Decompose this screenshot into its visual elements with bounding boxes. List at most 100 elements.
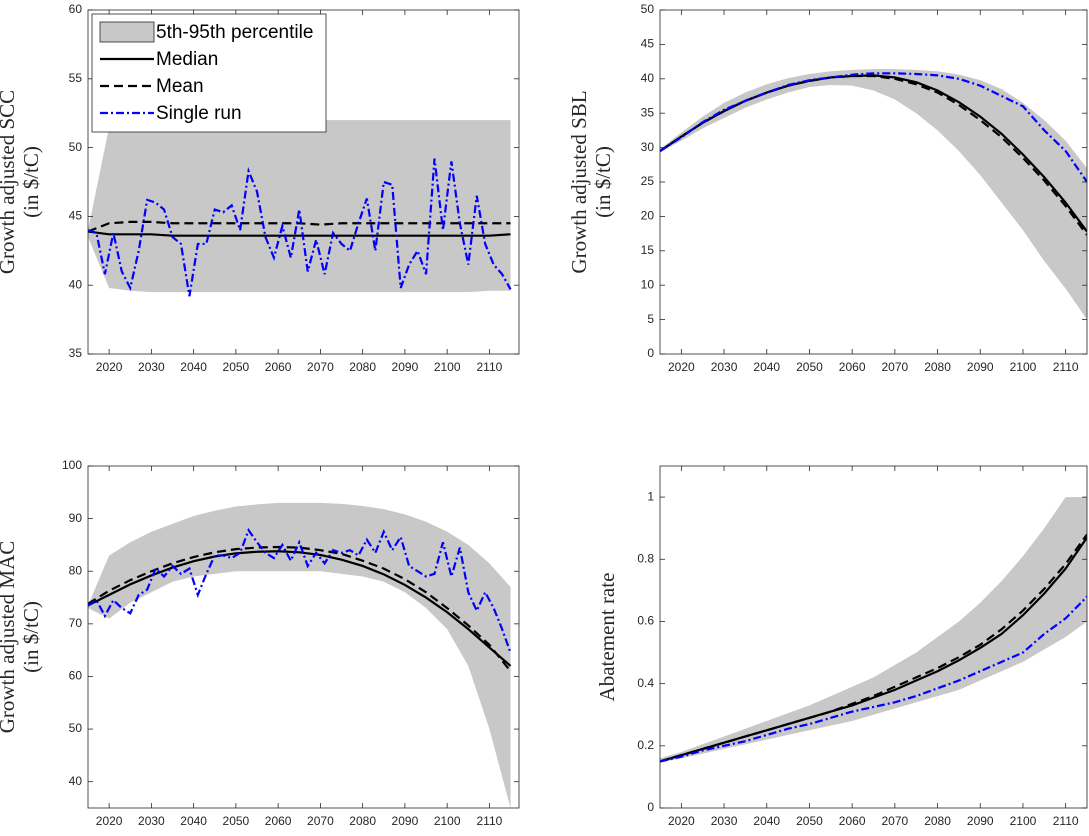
x-tick-label: 2050	[223, 814, 250, 828]
x-tick-label: 2060	[265, 360, 292, 374]
axes-box	[87, 465, 520, 809]
x-tick-label: 2020	[668, 814, 695, 828]
plot-area	[88, 120, 512, 297]
y-tick-label: 0.6	[637, 614, 654, 628]
legend-label: Single run	[156, 103, 242, 124]
y-tick-label: 45	[641, 37, 655, 51]
y-tick-label: 1	[647, 489, 654, 503]
series-line	[660, 72, 1087, 183]
y-tick-label: 35	[69, 346, 83, 360]
y-tick-label: 100	[62, 458, 82, 472]
x-tick-label: 2030	[711, 360, 738, 374]
legend-label: 5th-95th percentile	[156, 22, 313, 43]
percentile-band	[660, 497, 1087, 763]
x-tick-label: 2030	[711, 814, 738, 828]
percentile-band	[88, 502, 511, 808]
percentile-band	[88, 120, 511, 293]
panel: 2020 2030 2040 2050 2060 2070 2080 2090 2100 2110…	[595, 465, 1088, 828]
x-tick-label: 2080	[349, 814, 376, 828]
x-tick-label: 2060	[839, 360, 866, 374]
y-axis-label: Growth adjusted MAC	[0, 541, 19, 734]
x-tick-label: 2020	[96, 814, 123, 828]
x-tick-label: 2030	[138, 360, 165, 374]
y-tick-label: 15	[641, 243, 655, 257]
y-tick-label: 0	[647, 800, 654, 814]
x-tick-label: 2100	[1010, 360, 1037, 374]
x-tick-label: 2110	[477, 360, 503, 374]
series-line	[660, 595, 1087, 763]
y-tick-label: 20	[641, 209, 655, 223]
series-line	[88, 550, 512, 667]
x-tick-label: 2040	[753, 814, 780, 828]
x-tick-label: 2090	[392, 360, 419, 374]
y-tick-label: 25	[641, 174, 655, 188]
x-tick-label: 2050	[223, 360, 250, 374]
y-tick-label: 0.8	[637, 551, 654, 565]
y-tick-label: 50	[69, 721, 83, 735]
y-tick-label: 0	[647, 346, 654, 360]
x-tick-label: 2070	[881, 360, 908, 374]
x-tick-label: 2070	[307, 814, 334, 828]
legend-label: Mean	[156, 76, 204, 97]
series-line	[88, 230, 511, 237]
x-tick-label: 2090	[967, 814, 994, 828]
x-tick-label: 2090	[967, 360, 994, 374]
x-tick-label: 2020	[96, 360, 123, 374]
x-tick-label: 2100	[1010, 814, 1037, 828]
series-line	[88, 545, 512, 672]
series-line	[660, 74, 1087, 236]
axes-box	[87, 9, 520, 355]
plot-area	[660, 69, 1087, 320]
y-axis-label: (in $/tC)	[19, 601, 43, 673]
x-tick-label: 2040	[180, 814, 207, 828]
panel: 2020 2030 2040 2050 2060 2070 2080 2090 2100 2110…	[0, 2, 520, 374]
x-tick-label: 2040	[180, 360, 207, 374]
y-tick-label: 60	[69, 2, 83, 16]
x-tick-label: 2080	[924, 360, 951, 374]
x-tick-label: 2020	[668, 360, 695, 374]
x-tick-label: 2110	[1053, 360, 1079, 374]
series-line	[660, 533, 1087, 763]
panel: 2020 2030 2040 2050 2060 2070 2080 2090 2100 2110…	[0, 458, 520, 828]
y-tick-label: 60	[69, 669, 83, 683]
x-tick-label: 2050	[796, 360, 823, 374]
x-tick-label: 2050	[796, 814, 823, 828]
legend-box	[91, 13, 327, 133]
y-tick-label: 10	[641, 277, 655, 291]
x-tick-label: 2060	[839, 814, 866, 828]
y-tick-label: 5	[647, 312, 654, 326]
series-line	[88, 158, 512, 297]
y-axis-label: (in $/tC)	[19, 146, 43, 218]
y-tick-label: 40	[69, 774, 83, 788]
x-tick-label: 2060	[265, 814, 292, 828]
y-tick-label: 80	[69, 563, 83, 577]
y-tick-label: 50	[641, 2, 655, 16]
panel: 2020 2030 2040 2050 2060 2070 2080 2090 2100 2110…	[567, 2, 1088, 374]
plot-area	[660, 497, 1087, 763]
y-axis-label: Growth adjusted SCC	[0, 90, 19, 274]
x-tick-label: 2040	[753, 360, 780, 374]
legend-swatch	[99, 21, 155, 43]
x-tick-label: 2090	[392, 814, 419, 828]
x-tick-label: 2070	[307, 360, 334, 374]
legend-label: Median	[156, 49, 218, 70]
x-tick-label: 2030	[138, 814, 165, 828]
series-line	[88, 220, 511, 233]
y-tick-label: 55	[69, 71, 83, 85]
x-tick-label: 2100	[434, 360, 461, 374]
y-axis-label: Growth adjusted SBL	[567, 90, 591, 273]
y-tick-label: 0.2	[637, 738, 654, 752]
x-tick-label: 2080	[924, 814, 951, 828]
y-axis-label: Abatement rate	[595, 573, 619, 702]
y-tick-label: 40	[69, 277, 83, 291]
x-tick-label: 2110	[1053, 814, 1079, 828]
plot-area	[88, 502, 512, 808]
y-tick-label: 0.4	[637, 676, 654, 690]
legend: 5th-95th percentile Median Mean Single run	[91, 13, 327, 133]
y-tick-label: 70	[69, 616, 83, 630]
x-tick-label: 2100	[434, 814, 461, 828]
x-tick-label: 2080	[349, 360, 376, 374]
axes-box	[659, 465, 1088, 809]
x-tick-label: 2070	[881, 814, 908, 828]
